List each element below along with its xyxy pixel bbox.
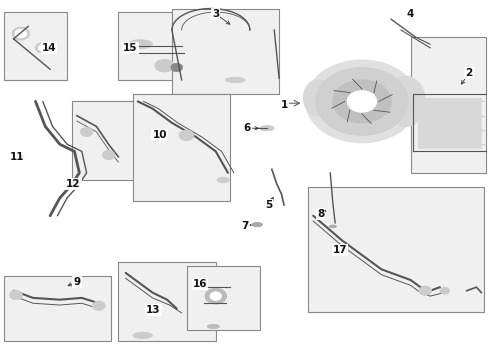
Text: 5: 5 — [265, 200, 272, 210]
Circle shape — [205, 288, 226, 304]
Bar — [118, 262, 216, 341]
Circle shape — [306, 60, 418, 143]
Ellipse shape — [133, 332, 152, 339]
Text: 1: 1 — [280, 100, 288, 110]
Bar — [4, 276, 111, 341]
Circle shape — [419, 286, 432, 296]
Text: 14: 14 — [42, 43, 56, 53]
Ellipse shape — [155, 59, 174, 72]
Text: 4: 4 — [407, 9, 415, 19]
Ellipse shape — [207, 324, 220, 329]
Ellipse shape — [329, 225, 336, 228]
Text: 9: 9 — [74, 277, 80, 287]
Bar — [4, 12, 67, 80]
Circle shape — [15, 29, 27, 38]
Text: 13: 13 — [146, 305, 161, 315]
Circle shape — [38, 45, 47, 51]
Ellipse shape — [252, 222, 263, 227]
Bar — [172, 9, 279, 94]
Circle shape — [171, 63, 183, 72]
Text: 12: 12 — [66, 179, 81, 189]
Circle shape — [80, 127, 93, 136]
Circle shape — [333, 80, 391, 123]
Bar — [187, 266, 260, 330]
Text: 17: 17 — [333, 245, 347, 255]
Circle shape — [93, 301, 105, 310]
Ellipse shape — [260, 126, 274, 131]
Text: 2: 2 — [466, 68, 473, 78]
Text: 6: 6 — [244, 123, 251, 133]
Ellipse shape — [217, 177, 229, 183]
Text: 11: 11 — [10, 152, 24, 162]
Circle shape — [12, 27, 30, 40]
Bar — [118, 12, 187, 80]
Circle shape — [179, 130, 194, 141]
Ellipse shape — [303, 80, 333, 116]
Text: 10: 10 — [152, 130, 167, 140]
Bar — [411, 37, 486, 173]
Text: 3: 3 — [212, 9, 220, 19]
Bar — [418, 98, 481, 148]
Circle shape — [316, 67, 408, 135]
Circle shape — [35, 42, 50, 53]
Text: 8: 8 — [317, 209, 324, 219]
Circle shape — [102, 150, 115, 159]
Text: 16: 16 — [193, 279, 207, 289]
Bar — [133, 94, 230, 202]
Text: 15: 15 — [123, 43, 138, 53]
Ellipse shape — [225, 77, 245, 83]
Circle shape — [347, 91, 376, 112]
Circle shape — [210, 292, 221, 300]
Bar — [308, 187, 484, 312]
Ellipse shape — [386, 76, 425, 126]
Circle shape — [440, 287, 450, 294]
Bar — [72, 102, 160, 180]
Circle shape — [10, 291, 23, 300]
Text: 7: 7 — [241, 221, 249, 231]
Ellipse shape — [128, 40, 152, 49]
